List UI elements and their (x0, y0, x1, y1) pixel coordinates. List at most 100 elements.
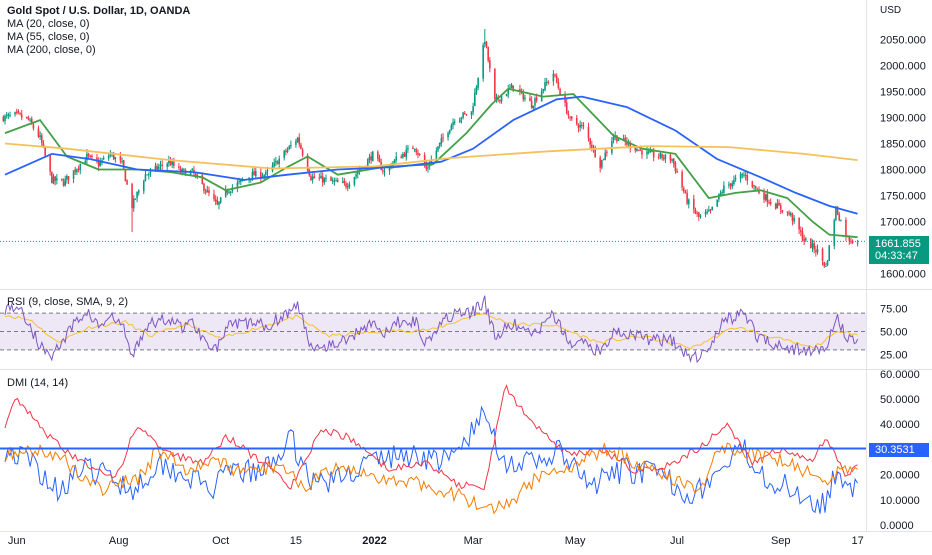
candle-body (682, 188, 685, 192)
candle-body (487, 47, 489, 61)
price-axis-tick: 2050.000 (880, 34, 926, 46)
candle-body (320, 175, 322, 179)
dmi-axis-tick: 20.0000 (880, 470, 920, 482)
candle-body (158, 166, 160, 169)
candle-body (641, 150, 643, 155)
candle-body (611, 140, 613, 153)
candle-body (659, 153, 662, 157)
candle-body (594, 147, 596, 158)
legend-ma55[interactable]: MA (55, close, 0) (7, 31, 90, 43)
candle-body (286, 149, 289, 153)
candle-body (218, 201, 220, 206)
candle-body (348, 184, 351, 187)
candle-body (485, 41, 488, 47)
candle-body (507, 88, 510, 95)
rsi-pane[interactable] (0, 295, 866, 364)
candle-body (845, 219, 847, 237)
candle-body (415, 149, 418, 153)
candle-body (325, 178, 327, 180)
rsi-line[interactable] (4, 295, 859, 364)
candle-body (288, 146, 291, 149)
candle-body (238, 181, 240, 183)
candle-body (79, 163, 82, 171)
candle-body (789, 213, 792, 215)
dmi-minus-line[interactable] (4, 384, 858, 491)
candle-body (825, 265, 827, 267)
candle-body (166, 163, 168, 167)
candle-body (437, 146, 439, 151)
candle-body (532, 105, 535, 109)
candle-body (723, 185, 725, 193)
candle-body (524, 97, 526, 100)
candle-body (687, 199, 690, 205)
candle-body (201, 175, 204, 185)
legend-ma20[interactable]: MA (20, close, 0) (7, 18, 90, 30)
candle-body (194, 174, 197, 176)
candle-body (20, 114, 23, 118)
candle-body (72, 170, 75, 179)
candle-body (37, 128, 40, 137)
candle-body (102, 157, 105, 160)
candle-body (554, 74, 556, 76)
candle-body (545, 82, 548, 84)
candle-body (39, 135, 41, 137)
candle-body (191, 168, 194, 171)
candle-body (463, 113, 466, 115)
candle-body (169, 160, 172, 166)
candle-body (147, 173, 150, 176)
candle-body (405, 149, 408, 158)
candle-body (214, 199, 217, 202)
candle-body (413, 148, 416, 150)
rsi-title[interactable]: RSI (9, close, SMA, 9, 2) (7, 296, 129, 308)
dmi-pane[interactable] (0, 384, 866, 515)
candle-body (589, 138, 591, 145)
candle-body (310, 175, 312, 181)
candle-body (300, 144, 302, 149)
candle-body (196, 174, 199, 176)
candle-body (552, 73, 555, 82)
candle-body (768, 202, 770, 204)
candle-body (323, 178, 326, 183)
candle-body (206, 190, 209, 193)
price-pane[interactable] (0, 28, 866, 268)
candle-body (754, 185, 757, 189)
legend-ma200[interactable]: MA (200, close, 0) (7, 44, 96, 56)
candle-body (275, 160, 277, 163)
candle-body (283, 150, 286, 158)
candle-body (301, 149, 304, 156)
dmi-axis-tick: 60.0000 (880, 369, 920, 381)
candle-body (669, 154, 672, 161)
time-axis-label: Jun (8, 535, 26, 547)
rsi-axis-tick: 50.00 (880, 327, 908, 339)
candle-body (505, 94, 508, 97)
ma55-line[interactable] (4, 95, 858, 215)
candle-body (450, 125, 453, 131)
rsi-ma-line[interactable] (4, 313, 858, 350)
candle-body (353, 177, 356, 185)
candle-body (636, 149, 638, 152)
candle-body (801, 231, 804, 240)
candle-body (803, 239, 805, 242)
candle-body (462, 112, 464, 118)
candle-body (813, 243, 815, 250)
candle-body (407, 147, 409, 150)
candle-body (62, 181, 65, 186)
candle-body (368, 156, 371, 160)
candle-body (178, 166, 180, 168)
candle-body (788, 212, 790, 215)
dmi-level-tag: 30.3531 (869, 443, 929, 457)
candle-body (251, 172, 254, 180)
adx-line[interactable] (4, 442, 858, 515)
ma200-line[interactable] (4, 142, 858, 170)
candle-body (295, 141, 297, 145)
dmi-title[interactable]: DMI (14, 14) (7, 377, 69, 389)
dmi-plus-line[interactable] (4, 405, 859, 514)
candle-body (278, 158, 280, 164)
candle-body (99, 161, 102, 166)
candle-body (711, 206, 713, 210)
candle-body (126, 180, 128, 185)
candle-body (318, 177, 321, 179)
candle-body (239, 179, 242, 182)
